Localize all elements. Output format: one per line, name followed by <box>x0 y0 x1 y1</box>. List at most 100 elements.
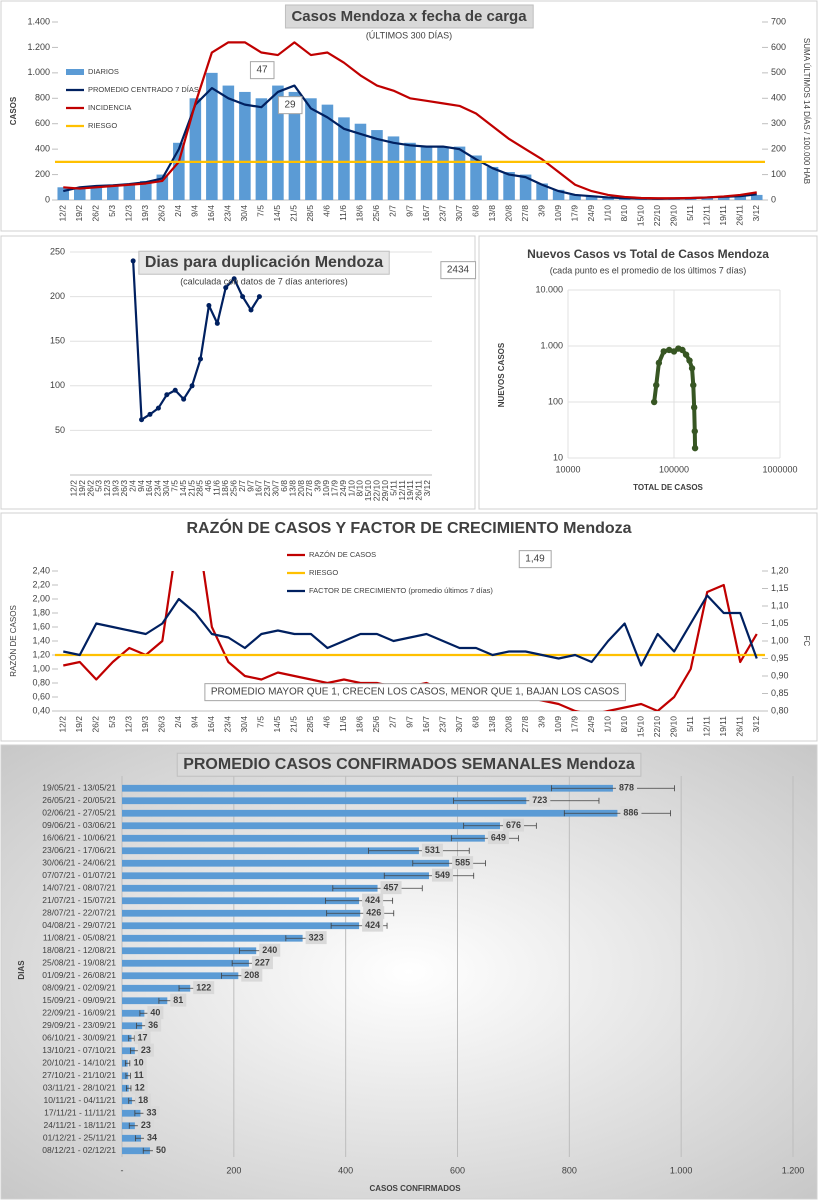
data-label: 23 <box>141 1045 151 1055</box>
y-tick-label: 2,20 <box>32 579 50 589</box>
bar <box>156 174 169 200</box>
legend-label: RIESGO <box>88 121 117 130</box>
bar <box>73 188 86 200</box>
bar <box>122 784 613 792</box>
error-bar <box>383 872 475 879</box>
point <box>172 387 178 393</box>
label-box <box>138 250 390 275</box>
label-box <box>421 843 443 857</box>
y-tick-label: 11/08/21 - 05/08/21 <box>43 933 116 943</box>
bar <box>123 183 136 200</box>
x-tick-label: 9/4 <box>136 480 146 492</box>
x-tick-label: 1/10 <box>602 205 612 222</box>
label-box <box>131 1081 148 1095</box>
label-box <box>284 4 534 29</box>
x-tick-label: 17/9 <box>569 205 579 222</box>
data-label: 12 <box>135 1083 145 1093</box>
x-tick-label: 3/12 <box>422 480 432 497</box>
y-tick-label: 150 <box>50 336 65 346</box>
y2-tick-label: 1,00 <box>771 635 789 645</box>
x-tick-label: 18/6 <box>220 480 230 497</box>
x-tick-label: 2/4 <box>127 480 137 492</box>
y-tick-label: 14/07/21 - 08/07/21 <box>42 883 116 893</box>
y-tick-label: 07/07/21 - 01/07/21 <box>42 870 116 880</box>
x-tick-label: 2/4 <box>173 205 183 217</box>
x-tick-label: 9/7 <box>404 716 414 728</box>
point <box>240 294 246 300</box>
y-tick-label: 1,00 <box>32 663 50 673</box>
x-tick-label: 18/6 <box>355 716 365 733</box>
x-tick-label: 26/3 <box>157 716 167 733</box>
point <box>686 357 693 364</box>
x-tick-label: 19/3 <box>140 716 150 733</box>
bar <box>122 984 191 992</box>
annotation: 2434 <box>447 265 470 276</box>
x-tick-label: 21/5 <box>289 205 299 222</box>
x-tick-label: 3/12 <box>751 205 761 222</box>
x-tick-label: 26/2 <box>91 716 101 733</box>
x-tick-label: 1.000 <box>670 1165 693 1175</box>
x-tick-label: 3/9 <box>313 480 323 492</box>
chart-title: RAZÓN DE CASOS Y FACTOR DE CRECIMIENTO M… <box>186 518 631 537</box>
label-box <box>440 261 477 280</box>
x-tick-label: 100000 <box>659 464 689 474</box>
x-tick-label: 23/7 <box>262 480 272 497</box>
y-tick-label: 1,20 <box>32 649 50 659</box>
x-tick-label: 12/2 <box>58 716 68 733</box>
bar <box>173 142 185 200</box>
bar <box>503 172 515 200</box>
chart-subtitle: (ÚLTIMOS 300 DÍAS) <box>366 30 452 40</box>
y-axis-label: DIAS <box>17 960 26 980</box>
bar <box>122 934 303 942</box>
x-tick-label: 19/11 <box>405 480 415 501</box>
data-label: 227 <box>255 958 270 968</box>
label-box <box>259 943 281 957</box>
bar <box>239 91 251 200</box>
y2-tick-label: 1,05 <box>771 618 789 628</box>
x-tick-label: 20/8 <box>503 716 513 733</box>
bar <box>321 104 334 200</box>
data-label: 649 <box>491 833 506 843</box>
y-tick-label: 100 <box>50 380 65 390</box>
point <box>248 307 254 313</box>
data-label: 549 <box>435 870 450 880</box>
bar <box>288 91 301 200</box>
y-tick-label: 20/10/21 - 14/10/21 <box>42 1058 116 1068</box>
x-tick-label: 8/10 <box>355 480 365 497</box>
x-tick-label: 26/2 <box>85 480 95 497</box>
data-label: 323 <box>309 933 324 943</box>
bar <box>122 1134 142 1142</box>
legend-label: RIESGO <box>309 568 338 577</box>
data-label: 878 <box>619 783 634 793</box>
point <box>665 346 673 354</box>
point <box>155 405 161 411</box>
y2-tick-label: 1,10 <box>771 600 789 610</box>
y-tick-label: 09/06/21 - 03/06/21 <box>42 820 116 830</box>
bar <box>519 174 532 200</box>
label-box <box>251 956 273 970</box>
label-box <box>204 683 626 702</box>
y2-tick-label: 0,95 <box>771 653 789 663</box>
bar <box>750 194 763 200</box>
x-tick-label: 2/4 <box>173 716 183 728</box>
data-label: 18 <box>138 1095 148 1105</box>
data-label: 457 <box>384 883 399 893</box>
bar <box>122 972 239 980</box>
y-tick-label: 0,80 <box>32 677 50 687</box>
x-tick-label: 12/11 <box>397 480 407 501</box>
x-tick-label: 14/5 <box>272 205 282 222</box>
y-tick-label: 01/12/21 - 25/11/21 <box>43 1133 116 1143</box>
error-bar <box>128 1035 135 1042</box>
x-tick-label: 26/2 <box>91 205 101 222</box>
label-box <box>137 1043 154 1057</box>
point <box>690 404 698 411</box>
y-tick-label: 16/06/21 - 10/06/21 <box>42 833 116 843</box>
bar <box>122 1097 133 1105</box>
x-tick-label: 11/6 <box>212 480 222 496</box>
error-bar <box>332 885 423 892</box>
x-tick-label: 10000 <box>555 464 580 474</box>
x-tick-label: 22/10 <box>652 716 662 738</box>
bar <box>122 1084 129 1092</box>
label-box <box>131 1068 147 1082</box>
point <box>214 320 220 326</box>
